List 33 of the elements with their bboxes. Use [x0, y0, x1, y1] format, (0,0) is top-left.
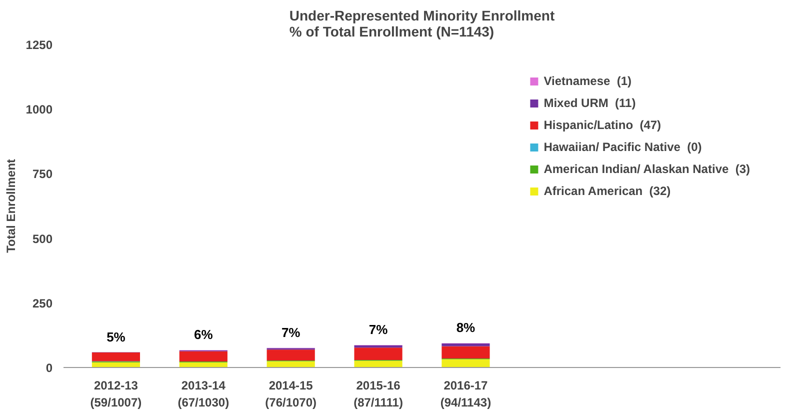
legend-label: American Indian/ Alaskan Native (3) — [544, 162, 750, 176]
bar — [266, 350, 315, 361]
x-tick-label: 2013-14 (67/1030) — [178, 378, 230, 410]
legend-label: Hispanic/Latino (47) — [544, 118, 662, 132]
bar — [442, 359, 490, 368]
x-tick-label: 2012-13 (59/1007) — [90, 378, 142, 410]
annotation: 6% — [194, 327, 214, 342]
annotation: 8% — [456, 320, 476, 336]
legend-label: Vietnamese (1) — [544, 74, 632, 88]
annotation: 5% — [106, 329, 126, 344]
bar — [354, 345, 402, 348]
y-tick-label: 500 — [32, 232, 53, 246]
y-tick-label: 250 — [32, 296, 53, 310]
chart-title: Under-Represented Minority Enrollment % of Total Enrollment (N=1143) — [289, 8, 555, 40]
y-tick-label: 750 — [32, 167, 53, 182]
y-axis-title: Total Enrollment — [4, 159, 18, 253]
legend-label: African American (32) — [544, 184, 671, 198]
annotation: 7% — [281, 324, 301, 340]
y-tick-label: 1000 — [26, 102, 53, 117]
legend-label: Hawaiian/ Pacific Native (0) — [544, 140, 702, 154]
bar — [442, 346, 490, 358]
bar — [179, 351, 228, 362]
y-tick-label: 1250 — [26, 38, 53, 52]
bar — [92, 352, 140, 362]
annotation: 7% — [368, 322, 388, 338]
legend-label: Mixed URM (11) — [544, 96, 636, 110]
bar — [354, 360, 402, 368]
bar — [354, 348, 402, 360]
x-tick-label: 2015-16 (87/1111) — [354, 378, 403, 410]
bar — [442, 343, 490, 346]
x-tick-label: 2016-17 (94/1143) — [440, 378, 492, 410]
y-tick-label: 0 — [46, 361, 53, 375]
x-tick-label: 2014-15 (76/1070) — [265, 378, 317, 410]
